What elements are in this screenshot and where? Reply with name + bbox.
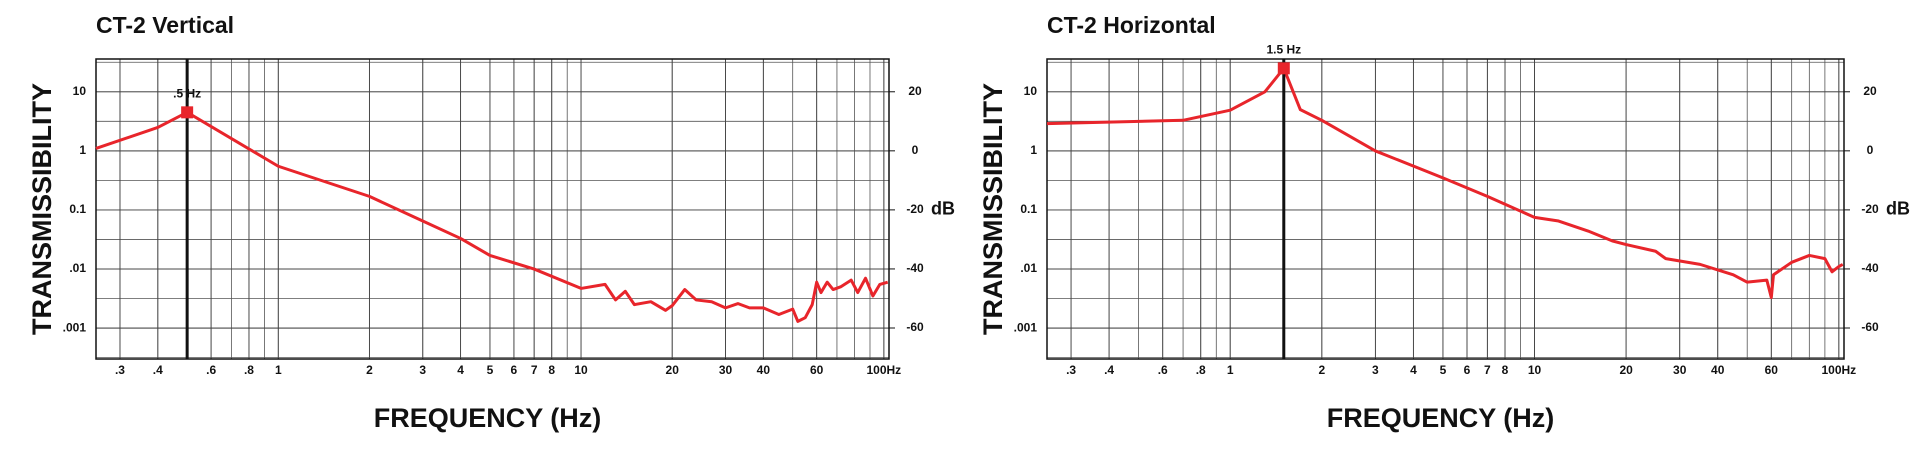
y2-tick-label: -60 <box>906 320 924 334</box>
x-tick-label: 20 <box>1619 363 1633 377</box>
x-tick-label: 7 <box>1484 363 1491 377</box>
x-tick-label: .3 <box>1066 363 1076 377</box>
plot-frame <box>1046 58 1845 360</box>
x-tick-label: 4 <box>457 363 464 377</box>
y2-tick-label: -20 <box>906 202 924 216</box>
y-tick-label: 0.1 <box>69 202 86 216</box>
chart-title: CT-2 Vertical <box>96 12 234 38</box>
x-tick-label: 6 <box>1464 363 1471 377</box>
y-tick-label: 10 <box>1024 84 1038 98</box>
data-line <box>95 110 889 323</box>
x-tick-label: .6 <box>206 363 216 377</box>
chart-title: CT-2 Horizontal <box>1047 12 1216 38</box>
peak-label: 1.5 Hz <box>1266 43 1301 57</box>
x-tick-label: 20 <box>666 363 680 377</box>
x-tick-label: 6 <box>511 363 518 377</box>
y-tick-label: 1 <box>79 143 86 157</box>
x-tick-label: 10 <box>1528 363 1542 377</box>
x-tick-label: 10 <box>574 363 588 377</box>
y-axis-label: TRANSMISSIBILITY <box>978 83 1008 335</box>
x-tick-label: .6 <box>1158 363 1168 377</box>
x-tick-label: .8 <box>1196 363 1206 377</box>
x-tick-label: 30 <box>1673 363 1687 377</box>
y-tick-label: .01 <box>1020 261 1037 275</box>
x-tick-label: 1 <box>275 363 282 377</box>
x-tick-label: 7 <box>531 363 538 377</box>
y2-axis-label: dB <box>931 199 955 219</box>
y-tick-label: .001 <box>63 320 87 334</box>
y2-tick-label: -20 <box>1861 202 1879 216</box>
x-tick-label: 40 <box>757 363 771 377</box>
y2-tick-label: -40 <box>906 261 924 275</box>
x-tick-label: 3 <box>1372 363 1379 377</box>
y-tick-label: .001 <box>1014 320 1038 334</box>
x-tick-label: 1 <box>1227 363 1234 377</box>
x-tick-label: 3 <box>419 363 426 377</box>
x-tick-label: 60 <box>810 363 824 377</box>
x-tick-label: 30 <box>719 363 733 377</box>
x-tick-label: .4 <box>1104 363 1114 377</box>
y-tick-label: 10 <box>73 84 87 98</box>
x-tick-label: 4 <box>1410 363 1417 377</box>
peak-marker <box>1277 62 1290 75</box>
y-tick-label: .01 <box>69 261 86 275</box>
x-tick-label: 40 <box>1711 363 1725 377</box>
peak-marker <box>181 106 194 119</box>
x-tick-label: 5 <box>487 363 494 377</box>
x-tick-label: .8 <box>244 363 254 377</box>
y2-tick-label: -60 <box>1861 320 1879 334</box>
x-tick-label: 5 <box>1440 363 1447 377</box>
x-tick-label: 2 <box>1318 363 1325 377</box>
y2-tick-label: 0 <box>912 143 919 157</box>
peak-label: .5 Hz <box>173 87 201 101</box>
x-tick-label: 100Hz <box>1821 363 1856 377</box>
x-tick-label: 8 <box>548 363 555 377</box>
plot-frame <box>95 58 890 360</box>
x-axis-label: FREQUENCY (Hz) <box>374 403 602 433</box>
y2-tick-label: 20 <box>1863 84 1877 98</box>
x-tick-label: 2 <box>366 363 373 377</box>
data-line <box>1046 66 1844 299</box>
x-tick-label: 60 <box>1765 363 1779 377</box>
y2-axis-label: dB <box>1886 199 1910 219</box>
x-tick-label: 100Hz <box>866 363 901 377</box>
x-tick-label: .4 <box>153 363 163 377</box>
y-tick-label: 1 <box>1030 143 1037 157</box>
x-tick-label: .3 <box>115 363 125 377</box>
y-tick-label: 0.1 <box>1020 202 1037 216</box>
y2-tick-label: 0 <box>1867 143 1874 157</box>
y2-tick-label: 20 <box>908 84 922 98</box>
x-axis-label: FREQUENCY (Hz) <box>1327 403 1555 433</box>
x-tick-label: 8 <box>1502 363 1509 377</box>
y2-tick-label: -40 <box>1861 261 1879 275</box>
y-axis-label: TRANSMISSIBILITY <box>27 83 57 335</box>
